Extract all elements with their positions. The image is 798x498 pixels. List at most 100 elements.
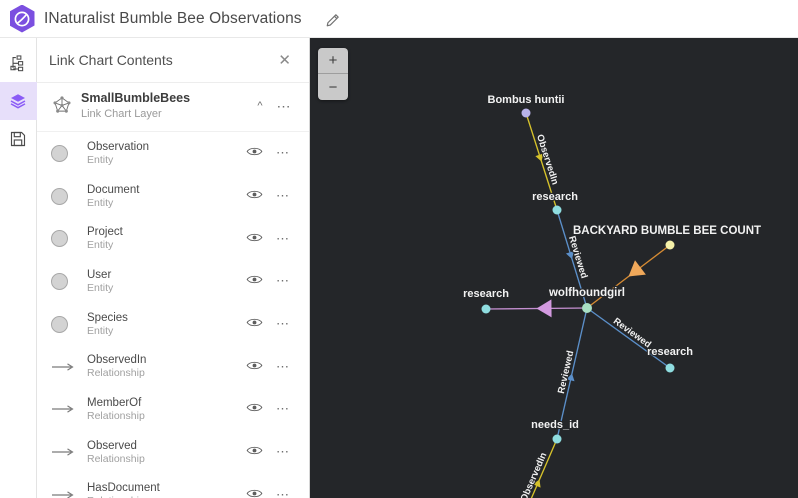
list-item[interactable]: Observation Entity ⋯ — [37, 132, 309, 175]
node-dot[interactable] — [481, 304, 491, 314]
zoom-in-button[interactable]: + — [318, 48, 348, 74]
list-item[interactable]: Species Entity ⋯ — [37, 303, 309, 346]
list-item-more-options-icon[interactable]: ⋯ — [276, 401, 290, 417]
layer-subtitle: Link Chart Layer — [81, 108, 162, 120]
eye-icon — [246, 233, 262, 241]
list-item[interactable]: ObservedIn Relationship ⋯ — [37, 345, 309, 388]
list-item-name: HasDocument — [87, 482, 160, 495]
node-dot[interactable] — [552, 205, 562, 215]
relationship-arrow-icon — [52, 363, 74, 371]
list-item-name: Species — [87, 311, 128, 324]
zoom-controls: + − — [318, 48, 348, 100]
list-item-name: MemberOf — [87, 396, 142, 409]
graph-node[interactable]: BACKYARD BUMBLE BEE COUNT — [572, 224, 762, 250]
list-item-more-options-icon[interactable]: ⋯ — [276, 273, 290, 289]
entity-circle-icon — [51, 144, 68, 162]
eye-icon[interactable] — [239, 486, 269, 498]
eye-icon — [246, 404, 262, 412]
list-item[interactable]: User Entity ⋯ — [37, 260, 309, 303]
entity-circle-icon — [51, 230, 87, 248]
entity-circle-icon — [51, 230, 68, 248]
list-item-more-options-icon[interactable]: ⋯ — [276, 358, 290, 374]
edge-label: Reviewed — [566, 235, 589, 280]
list-item-type: Entity — [87, 196, 114, 209]
node-dot[interactable] — [552, 434, 562, 444]
eye-icon[interactable] — [239, 358, 269, 376]
esri-hexagon-logo-icon — [9, 4, 35, 33]
close-icon[interactable]: ✕ — [278, 51, 291, 69]
list-item-more-options-icon[interactable]: ⋯ — [276, 145, 290, 161]
entity-circle-icon — [51, 144, 87, 162]
list-item-text: Document Entity — [87, 183, 239, 210]
node-dot[interactable] — [665, 363, 675, 373]
layer-more-options-icon[interactable]: ⋯ — [276, 97, 292, 114]
edge-line — [586, 244, 671, 309]
pencil-icon[interactable] — [322, 10, 342, 30]
node-dot[interactable] — [521, 108, 531, 118]
link-chart-icon[interactable] — [0, 44, 37, 82]
graph-edge[interactable]: ObservedIn — [517, 438, 558, 498]
edge-arrowhead — [628, 260, 646, 277]
layers-icon[interactable] — [0, 82, 37, 120]
save-icon[interactable] — [0, 120, 37, 158]
edge-arrowhead — [535, 153, 544, 162]
eye-icon[interactable] — [239, 230, 269, 248]
list-item-name: Observed — [87, 439, 137, 452]
graph-node[interactable]: needs_id — [530, 418, 580, 444]
list-item-text: Observed Relationship — [87, 439, 239, 466]
list-item-more-options-icon[interactable]: ⋯ — [276, 188, 290, 204]
graph-svg[interactable]: ObservedInReviewedReviewedReviewedObserv… — [310, 38, 798, 498]
list-item[interactable]: Document Entity ⋯ — [37, 175, 309, 218]
node-dot[interactable] — [582, 303, 592, 313]
graph-edge[interactable] — [586, 244, 671, 309]
list-item-more-options-icon[interactable]: ⋯ — [276, 230, 290, 246]
list-item-type: Entity — [87, 239, 114, 252]
list-item-name: Project — [87, 226, 123, 239]
layer-row[interactable]: SmallBumbleBees Link Chart Layer ^ ⋯ — [37, 83, 309, 132]
list-item[interactable]: MemberOf Relationship ⋯ — [37, 388, 309, 431]
graph-node[interactable]: research — [531, 190, 579, 215]
list-item-type: Entity — [87, 281, 114, 294]
zoom-out-button[interactable]: − — [328, 78, 338, 96]
edge-arrowhead — [565, 251, 574, 259]
edge-line — [485, 307, 588, 310]
list-item-text: MemberOf Relationship — [87, 396, 239, 423]
link-chart-contents-panel: Link Chart Contents ✕ Small — [37, 38, 310, 498]
list-item-name: Observation — [87, 140, 150, 153]
eye-icon[interactable] — [239, 272, 269, 290]
list-item-more-options-icon[interactable]: ⋯ — [276, 444, 290, 460]
list-item-type: Entity — [87, 153, 114, 166]
node-label: Bombus huntii — [488, 94, 565, 106]
entity-circle-icon — [51, 315, 68, 333]
eye-icon[interactable] — [239, 443, 269, 461]
list-item-name: Document — [87, 183, 140, 196]
graph-node[interactable]: wolfhoundgirl — [547, 286, 626, 313]
list-item-more-options-icon[interactable]: ⋯ — [276, 486, 290, 498]
list-item[interactable]: HasDocumentRelationship ⋯ — [37, 474, 309, 498]
eye-icon[interactable] — [239, 187, 269, 205]
layer-name: SmallBumbleBees — [81, 91, 191, 105]
list-item[interactable]: Observed Relationship ⋯ — [37, 431, 309, 474]
graph-edge[interactable]: Reviewed — [586, 307, 671, 369]
list-item-text: Observation Entity — [87, 140, 239, 167]
edge-label: Reviewed — [556, 349, 577, 394]
graph-node[interactable]: Bombus huntii — [486, 93, 566, 118]
eye-icon[interactable] — [239, 144, 269, 162]
link-chart-canvas[interactable]: + − ObservedIn Reviewed Reviewed Reviewed Ob… — [310, 38, 798, 498]
relationship-arrow-icon — [52, 405, 74, 414]
graph-node[interactable]: research — [646, 345, 694, 373]
eye-icon — [246, 447, 262, 455]
eye-icon[interactable] — [239, 400, 269, 418]
list-item-name: ObservedIn — [87, 354, 147, 367]
list-item[interactable]: Project Entity ⋯ — [37, 217, 309, 260]
graph-node[interactable]: research — [462, 287, 510, 314]
list-item-type: Relationship — [87, 409, 145, 422]
node-dot[interactable] — [665, 240, 675, 250]
relationship-arrow-icon — [51, 404, 87, 414]
chevron-up-icon[interactable]: ^ — [257, 100, 263, 112]
list-item-more-options-icon[interactable]: ⋯ — [276, 316, 290, 332]
eye-icon[interactable] — [239, 315, 269, 333]
eye-icon — [246, 361, 262, 369]
graph-edge[interactable] — [485, 299, 588, 318]
edge-line — [586, 307, 671, 369]
